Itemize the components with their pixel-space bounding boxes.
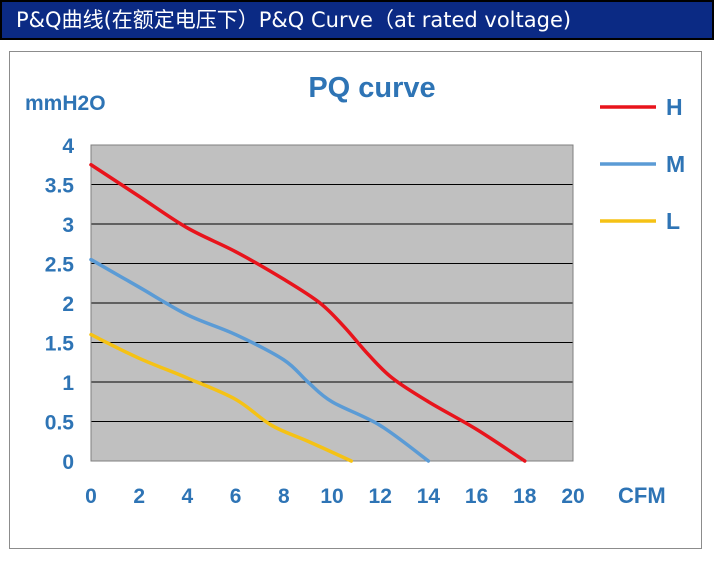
y-tick-label: 1.5 <box>45 333 75 356</box>
header-title: P&Q曲线(在额定电压下）P&Q Curve（at rated voltage) <box>0 0 714 40</box>
chart-title: PQ curve <box>308 72 435 104</box>
y-tick-label: 4 <box>62 135 74 158</box>
y-axis-label: mmH2O <box>25 92 106 115</box>
y-tick-label: 3.5 <box>45 175 75 198</box>
x-tick-label: 20 <box>561 485 584 508</box>
x-tick-label: 14 <box>417 485 441 508</box>
x-tick-label: 10 <box>320 485 343 508</box>
x-axis-label: CFM <box>618 483 666 508</box>
x-tick-label: 12 <box>369 485 392 508</box>
y-tick-label: 0 <box>62 451 74 474</box>
x-tick-label: 18 <box>513 485 537 508</box>
x-tick-label: 8 <box>278 485 290 508</box>
legend-label-M: M <box>666 151 685 177</box>
x-tick-label: 4 <box>182 485 194 508</box>
y-tick-label: 0.5 <box>45 412 75 435</box>
y-tick-label: 2 <box>62 293 74 316</box>
x-tick-label: 2 <box>133 485 145 508</box>
series-line-M <box>89 257 431 463</box>
legend-label-L: L <box>666 208 680 234</box>
x-tick-label: 16 <box>465 485 488 508</box>
y-tick-label: 1 <box>62 372 74 395</box>
series-line-H <box>89 163 527 463</box>
plot-border <box>90 144 574 462</box>
y-tick-label: 3 <box>62 214 74 237</box>
x-tick-label: 0 <box>85 485 97 508</box>
series-line-L <box>89 332 354 463</box>
y-tick-label: 2.5 <box>45 254 75 277</box>
legend-label-H: H <box>666 94 683 120</box>
x-tick-label: 6 <box>230 485 242 508</box>
